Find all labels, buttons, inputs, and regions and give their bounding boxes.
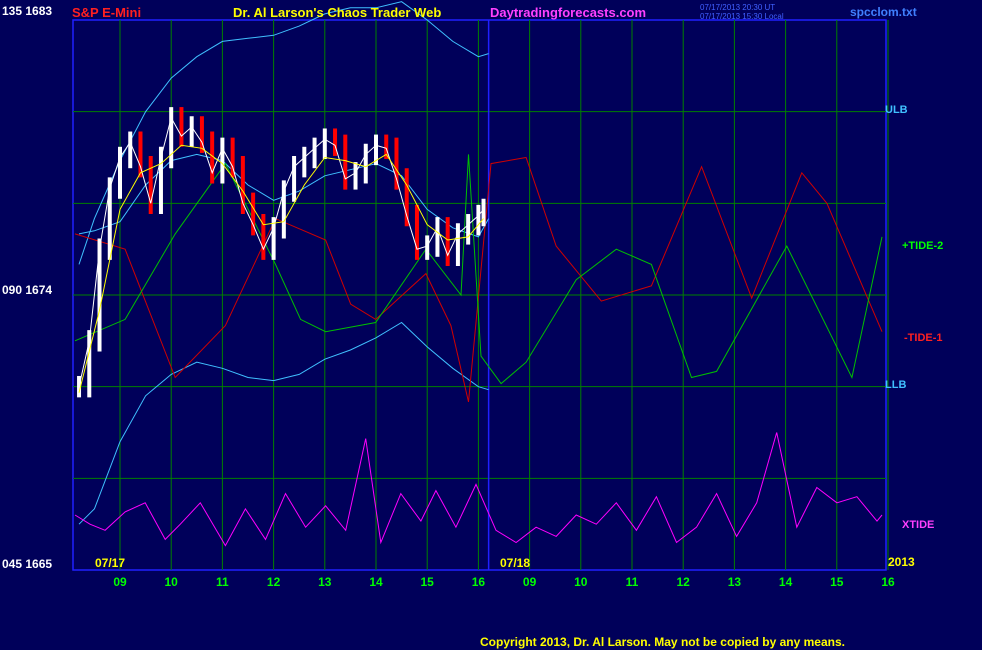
tide-minus-line [74, 156, 883, 403]
timestamp-ut: 07/17/2013 20:30 UT [700, 3, 776, 12]
xtide-line [74, 432, 883, 547]
label-tide-plus: +TIDE-2 [902, 240, 944, 252]
price-line [78, 116, 484, 387]
y-label-mid: 090 1674 [2, 283, 53, 297]
x-tick-label: 14 [778, 575, 793, 589]
y-label-bottom: 045 1665 [2, 557, 53, 571]
x-tick-label: 10 [574, 575, 588, 589]
x-tick-label: 16 [471, 575, 486, 589]
x-tick-label: 14 [369, 575, 383, 589]
date-label-day1: 07/17 [95, 556, 126, 570]
data-file-name: spcclom.txt [850, 5, 917, 19]
x-tick-label: 09 [113, 575, 127, 589]
mid-band-line [78, 153, 490, 238]
x-tick-label: 11 [216, 575, 229, 589]
copyright-notice: Copyright 2013, Dr. Al Larson. May not b… [480, 635, 845, 649]
x-tick-label: 12 [676, 575, 690, 589]
x-tick-label: 12 [266, 575, 281, 589]
site-link[interactable]: Daytradingforecasts.com [490, 5, 647, 20]
label-ulb: ULB [885, 104, 908, 116]
x-tick-label: 11 [625, 575, 639, 589]
series-layer [74, 1, 883, 547]
date-label-day2: 07/18 [500, 556, 531, 570]
x-tick-label: 16 [881, 575, 895, 589]
year-label: 2013 [888, 555, 915, 569]
x-tick-label: 10 [164, 575, 178, 589]
upper-band-line [78, 1, 489, 265]
label-tide-minus: -TIDE-1 [904, 332, 943, 344]
symbol-title: S&P E-Mini [72, 5, 142, 20]
x-tick-label: 13 [318, 575, 332, 589]
y-label-top: 135 1683 [2, 4, 53, 18]
label-llb: LLB [885, 379, 907, 391]
tide-plus-line [74, 154, 883, 385]
lower-band-line [78, 321, 489, 525]
moving-average-line [78, 144, 484, 393]
label-xtide: XTIDE [902, 519, 935, 531]
x-tick-label: 13 [727, 575, 742, 589]
x-tick-label: 15 [830, 575, 844, 589]
grid-lines [73, 20, 889, 570]
x-tick-label: 09 [522, 575, 537, 589]
x-tick-label: 15 [420, 575, 434, 589]
timestamp-local: 07/17/2013 15:30 Local [700, 12, 784, 21]
chart-title: Dr. Al Larson's Chaos Trader Web [233, 5, 442, 20]
